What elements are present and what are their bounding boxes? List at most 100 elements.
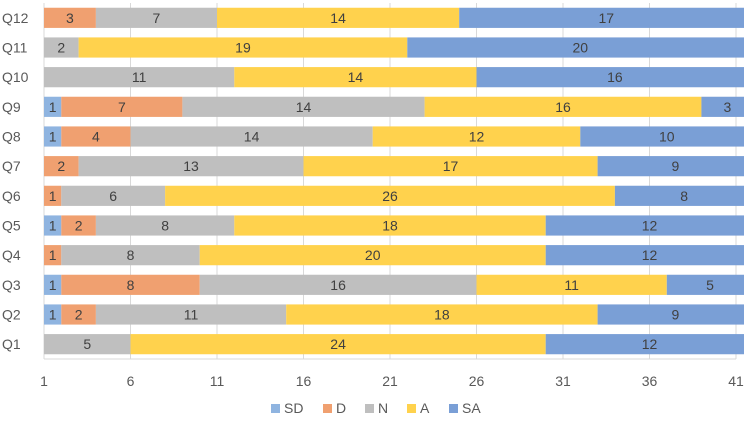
bar-segment-q8-sd bbox=[44, 126, 62, 147]
data-label: 11 bbox=[132, 69, 147, 85]
bar-segment-q6-n bbox=[61, 185, 166, 206]
bar-segment-q7-n bbox=[78, 156, 304, 177]
y-category-label: Q8 bbox=[2, 129, 21, 145]
data-label: 1 bbox=[49, 247, 57, 263]
data-label: 2 bbox=[57, 40, 65, 56]
bar-segment-q5-d bbox=[61, 215, 96, 236]
data-label: 12 bbox=[469, 129, 485, 145]
bar-segment-q5-a bbox=[234, 215, 546, 236]
x-tick-label: 6 bbox=[127, 373, 135, 389]
legend-swatch-sa bbox=[449, 404, 458, 413]
data-label: 1 bbox=[49, 218, 57, 234]
bar-segment-q7-a bbox=[303, 156, 598, 177]
data-label: 14 bbox=[348, 69, 364, 85]
data-label: 8 bbox=[127, 277, 135, 293]
data-label: 6 bbox=[109, 188, 117, 204]
data-label: 14 bbox=[330, 10, 346, 26]
data-label: 7 bbox=[153, 10, 161, 26]
data-label: 8 bbox=[161, 218, 169, 234]
y-category-label: Q4 bbox=[2, 247, 21, 263]
bar-segment-q2-sa bbox=[597, 304, 744, 325]
data-label: 12 bbox=[642, 218, 658, 234]
data-label: 8 bbox=[680, 188, 688, 204]
data-label: 16 bbox=[330, 277, 346, 293]
bar-segment-q2-a bbox=[286, 304, 598, 325]
data-label: 20 bbox=[365, 247, 381, 263]
y-category-label: Q3 bbox=[2, 277, 21, 293]
y-category-label: Q2 bbox=[2, 307, 21, 323]
x-tick-label: 1 bbox=[40, 373, 48, 389]
bar-segment-q9-a bbox=[424, 96, 702, 117]
y-category-label: Q12 bbox=[2, 10, 29, 26]
data-label: 19 bbox=[235, 40, 251, 56]
bar-segment-q2-sd bbox=[44, 304, 62, 325]
bar-segment-q6-d bbox=[44, 185, 62, 206]
x-tick-label: 11 bbox=[210, 373, 225, 389]
bar-segment-q3-sd bbox=[44, 274, 62, 295]
data-label: 17 bbox=[598, 10, 614, 26]
x-tick-label: 31 bbox=[555, 373, 571, 389]
data-label: 16 bbox=[555, 99, 571, 115]
bar-segment-q3-d bbox=[61, 274, 200, 295]
x-tick-label: 26 bbox=[469, 373, 485, 389]
data-label: 12 bbox=[642, 247, 658, 263]
data-label: 12 bbox=[642, 336, 658, 352]
data-label: 14 bbox=[244, 129, 260, 145]
data-label: 5 bbox=[83, 336, 91, 352]
bar-segment-q3-sa bbox=[666, 274, 744, 295]
data-label: 16 bbox=[607, 69, 623, 85]
bar-segment-q8-d bbox=[61, 126, 131, 147]
bar-segment-q10-sa bbox=[476, 67, 744, 88]
legend-label-sa: SA bbox=[462, 400, 481, 416]
legend-label-n: N bbox=[378, 400, 388, 416]
bar-segment-q1-a bbox=[130, 334, 546, 355]
bar-segment-q6-sa bbox=[614, 185, 744, 206]
y-category-label: Q5 bbox=[2, 218, 21, 234]
bar-segment-q4-n bbox=[61, 245, 200, 266]
data-label: 10 bbox=[659, 129, 675, 145]
bar-segment-q7-d bbox=[44, 156, 79, 177]
bar-segment-q10-n bbox=[44, 67, 235, 88]
data-label: 2 bbox=[75, 218, 83, 234]
bar-segment-q7-sa bbox=[597, 156, 744, 177]
data-label: 9 bbox=[672, 307, 680, 323]
bar-segment-q3-n bbox=[199, 274, 477, 295]
data-label: 1 bbox=[49, 129, 57, 145]
data-label: 3 bbox=[66, 10, 74, 26]
bar-segment-q9-n bbox=[182, 96, 425, 117]
bar-segment-q4-a bbox=[199, 245, 546, 266]
bar-segment-q1-n bbox=[44, 334, 131, 355]
gridlines bbox=[43, 3, 737, 359]
y-category-label: Q7 bbox=[2, 158, 21, 174]
bar-segment-q1-sa bbox=[545, 334, 744, 355]
data-label: 7 bbox=[118, 99, 126, 115]
data-label: 2 bbox=[75, 307, 83, 323]
data-label: 24 bbox=[330, 336, 346, 352]
legend-swatch-sd bbox=[271, 404, 280, 413]
data-label: 3 bbox=[723, 99, 731, 115]
data-label: 13 bbox=[183, 158, 199, 174]
bar-segment-q11-a bbox=[78, 37, 408, 58]
bar-segment-q3-a bbox=[476, 274, 667, 295]
data-label: 20 bbox=[573, 40, 589, 56]
x-tick-label: 36 bbox=[642, 373, 658, 389]
bar-segment-q12-n bbox=[95, 7, 217, 28]
bar-segment-q12-a bbox=[217, 7, 460, 28]
data-label: 4 bbox=[92, 129, 100, 145]
legend-swatch-a bbox=[407, 404, 416, 413]
data-label: 17 bbox=[443, 158, 459, 174]
legend-swatch-n bbox=[365, 404, 374, 413]
bar-segment-q2-d bbox=[61, 304, 96, 325]
bar-segment-q5-sd bbox=[44, 215, 62, 236]
bar-segment-q6-a bbox=[165, 185, 615, 206]
legend-label-d: D bbox=[336, 400, 346, 416]
bar-segment-q2-n bbox=[95, 304, 287, 325]
bar-segment-q5-sa bbox=[545, 215, 744, 236]
bar-segment-q5-n bbox=[95, 215, 235, 236]
data-label: 26 bbox=[382, 188, 398, 204]
legend-swatch-d bbox=[323, 404, 332, 413]
bar-segment-q9-sa bbox=[701, 96, 744, 117]
data-label: 11 bbox=[184, 307, 199, 323]
bar-segment-q11-n bbox=[44, 37, 79, 58]
